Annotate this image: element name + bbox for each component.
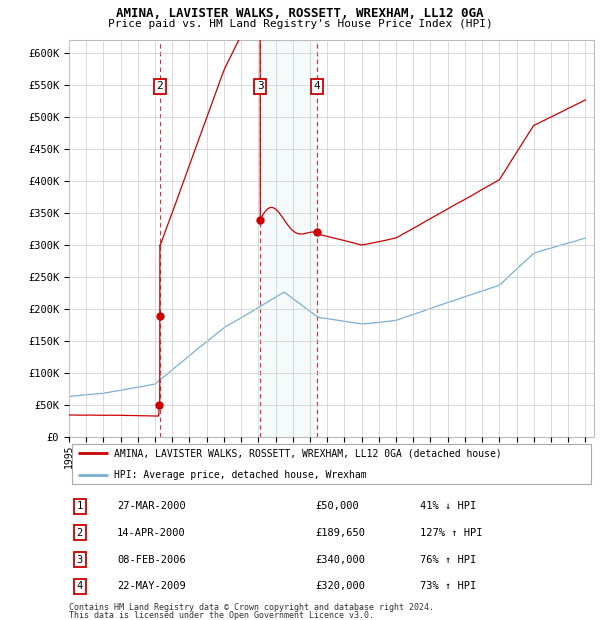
Text: This data is licensed under the Open Government Licence v3.0.: This data is licensed under the Open Gov… (69, 611, 374, 620)
Text: Price paid vs. HM Land Registry's House Price Index (HPI): Price paid vs. HM Land Registry's House … (107, 19, 493, 29)
Text: £340,000: £340,000 (315, 554, 365, 565)
Text: 4: 4 (313, 81, 320, 91)
Text: Contains HM Land Registry data © Crown copyright and database right 2024.: Contains HM Land Registry data © Crown c… (69, 603, 434, 612)
Bar (260, 40, 317, 437)
FancyBboxPatch shape (71, 444, 592, 484)
Text: 3: 3 (77, 554, 83, 565)
Text: 76% ↑ HPI: 76% ↑ HPI (420, 554, 476, 565)
Text: £189,650: £189,650 (315, 528, 365, 538)
Text: 22-MAY-2009: 22-MAY-2009 (117, 581, 186, 591)
Text: £320,000: £320,000 (315, 581, 365, 591)
Text: 14-APR-2000: 14-APR-2000 (117, 528, 186, 538)
Text: 1: 1 (77, 501, 83, 512)
Text: 3: 3 (257, 81, 263, 91)
Text: 73% ↑ HPI: 73% ↑ HPI (420, 581, 476, 591)
Text: 08-FEB-2006: 08-FEB-2006 (117, 554, 186, 565)
Text: 2: 2 (157, 81, 163, 91)
Text: 2: 2 (77, 528, 83, 538)
Text: AMINA, LAVISTER WALKS, ROSSETT, WREXHAM, LL12 0GA: AMINA, LAVISTER WALKS, ROSSETT, WREXHAM,… (116, 7, 484, 20)
Text: AMINA, LAVISTER WALKS, ROSSETT, WREXHAM, LL12 0GA (detached house): AMINA, LAVISTER WALKS, ROSSETT, WREXHAM,… (113, 448, 502, 458)
Text: 27-MAR-2000: 27-MAR-2000 (117, 501, 186, 512)
Text: 127% ↑ HPI: 127% ↑ HPI (420, 528, 482, 538)
Text: £50,000: £50,000 (315, 501, 359, 512)
Text: HPI: Average price, detached house, Wrexham: HPI: Average price, detached house, Wrex… (113, 470, 366, 480)
Text: 4: 4 (77, 581, 83, 591)
Text: 41% ↓ HPI: 41% ↓ HPI (420, 501, 476, 512)
